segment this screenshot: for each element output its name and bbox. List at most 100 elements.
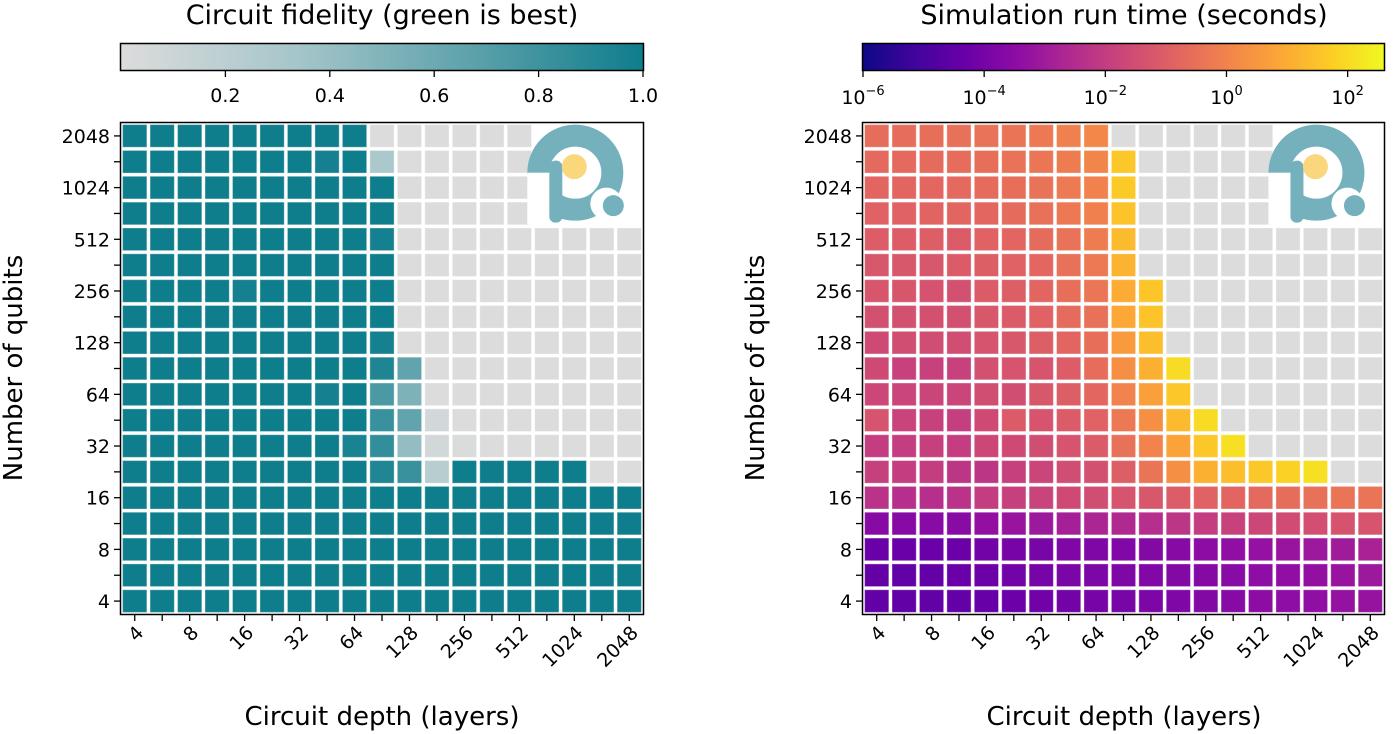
heatmap-cell (1302, 460, 1329, 484)
heatmap-cell (122, 563, 148, 588)
heatmap-cell (1138, 511, 1164, 536)
heatmap-cell (259, 227, 285, 252)
heatmap-cell (451, 485, 478, 510)
heatmap-cell-missing (1165, 175, 1191, 200)
heatmap-cell (1302, 537, 1329, 562)
heatmap-cell (149, 330, 175, 355)
heatmap-cell-missing (451, 253, 478, 277)
colorbar-fidelity (119, 42, 645, 72)
heatmap-cell-missing (479, 227, 505, 252)
heatmap-cell (1001, 589, 1027, 613)
heatmap-cell (864, 563, 890, 588)
heatmap-cell (946, 175, 972, 200)
heatmap-cell (204, 408, 230, 432)
heatmap-cell (369, 149, 395, 174)
heatmap-cell-missing (561, 330, 587, 355)
heatmap-cell (1247, 537, 1274, 562)
heatmap-cell (1138, 589, 1164, 613)
heatmap-cell-missing (1138, 175, 1164, 200)
heatmap-cell (1083, 589, 1109, 613)
heatmap-cell (479, 485, 505, 510)
heatmap-cell-missing (1193, 124, 1219, 148)
heatmap-cell (369, 201, 395, 226)
heatmap-cell (946, 279, 972, 303)
x-tick-label: 2048 (1334, 622, 1384, 672)
heatmap-cell-missing (1247, 356, 1274, 381)
heatmap-cell (341, 227, 368, 252)
heatmap-cell (1138, 408, 1164, 432)
heatmap-cell (177, 537, 203, 562)
heatmap-cell (1110, 589, 1137, 613)
heatmap-cell (177, 175, 203, 200)
heatmap-cell (177, 485, 203, 510)
heatmap-cell (1028, 485, 1054, 510)
heatmap-cell (1193, 511, 1219, 536)
heatmap-cell-missing (506, 227, 533, 252)
heatmap-cell (1028, 537, 1054, 562)
heatmap-cell (864, 201, 890, 226)
heatmap-cell (1083, 253, 1109, 277)
heatmap-cell (589, 563, 615, 588)
heatmap-cell (177, 227, 203, 252)
heatmap-cell (973, 408, 1000, 432)
colorbar-tick-label: 100 (1210, 84, 1242, 109)
x-tick-label: 32 (1022, 622, 1055, 655)
heatmap-cell (1001, 175, 1027, 200)
heatmap-cell (204, 382, 230, 407)
heatmap-cell (1056, 330, 1082, 355)
x-tick-label: 16 (967, 622, 1000, 655)
heatmap-cell (973, 149, 1000, 174)
heatmap-cell-missing (1275, 227, 1301, 252)
heatmap-cell (1165, 537, 1191, 562)
heatmap-cell (1001, 279, 1027, 303)
heatmap-cell-missing (1302, 356, 1329, 381)
heatmap-cell (534, 563, 560, 588)
heatmap-cell (946, 382, 972, 407)
heatmap-cell-missing (534, 253, 560, 277)
heatmap-cell (122, 279, 148, 303)
heatmap-cell (1083, 408, 1109, 432)
heatmap-cell (534, 460, 560, 484)
heatmap-cell (1220, 460, 1246, 484)
heatmap-cell-missing (506, 253, 533, 277)
heatmap-cell-missing (1220, 175, 1246, 200)
heatmap-cell-missing (479, 149, 505, 174)
heatmap-cell-missing (451, 382, 478, 407)
heatmap-cell (973, 227, 1000, 252)
heatmap-cell (177, 563, 203, 588)
heatmap-cell (177, 304, 203, 329)
y-tick-label: 1024 (804, 178, 852, 200)
heatmap-cell (204, 330, 230, 355)
heatmap-cell (231, 537, 258, 562)
y-tick-label: 16 (86, 488, 110, 510)
heatmap-cell (314, 511, 340, 536)
heatmap-cell (1165, 356, 1191, 381)
heatmap-cell (1275, 511, 1301, 536)
heatmap-cell (424, 589, 450, 613)
heatmap-cell (891, 175, 917, 200)
heatmap-cell (204, 201, 230, 226)
heatmap-cell (259, 511, 285, 536)
heatmap-cell (864, 227, 890, 252)
heatmap-cell (424, 408, 450, 432)
heatmap-cell (341, 408, 368, 432)
heatmap-cell-missing (396, 175, 423, 200)
heatmap-cell (1193, 460, 1219, 484)
heatmap-cell (204, 511, 230, 536)
heatmap-cell (231, 124, 258, 148)
heatmap-cell (1330, 485, 1356, 510)
heatmap-cell (864, 175, 890, 200)
heatmap-cell (561, 589, 587, 613)
heatmap-cell (1110, 356, 1137, 381)
heatmap-cell (1001, 460, 1027, 484)
heatmap-cell (918, 408, 945, 432)
heatmap-cell (122, 460, 148, 484)
heatmap-cell (259, 537, 285, 562)
heatmap-cell-missing (1330, 330, 1356, 355)
heatmap-cell (149, 563, 175, 588)
heatmap-cell (1275, 537, 1301, 562)
heatmap-cell-missing (1138, 227, 1164, 252)
heatmap-cell (1138, 304, 1164, 329)
heatmap-cell (891, 537, 917, 562)
heatmap-cell-missing (534, 434, 560, 458)
